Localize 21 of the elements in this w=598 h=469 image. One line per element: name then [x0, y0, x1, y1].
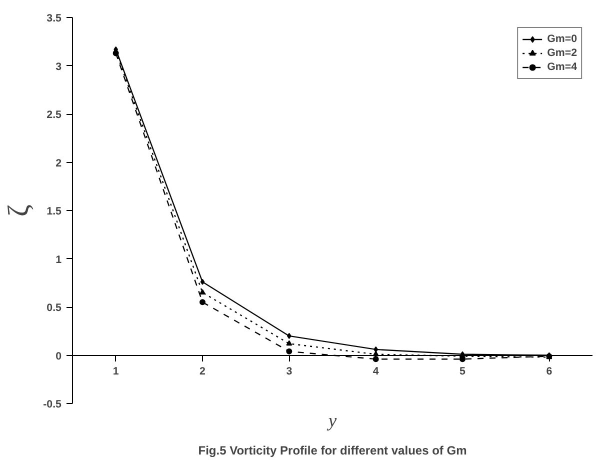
y-tick-label: 3 [56, 60, 62, 73]
y-tick-label: 3.5 [46, 12, 62, 24]
y-tick-label: 2 [56, 157, 62, 170]
text: Fig.5 Vorticity Profile for different values of Gm [198, 444, 467, 458]
legend-label: Gm=2 [547, 47, 577, 59]
y-tick-label: 2.5 [46, 109, 62, 121]
legend-label: Gm=4 [547, 61, 577, 73]
x-tick-label: 4 [372, 365, 379, 378]
y-tick-label: -0.5 [43, 398, 62, 410]
x-tick-label: 5 [460, 365, 466, 378]
x-tick-label: 3 [286, 365, 292, 378]
y-tick-label: 1.5 [46, 206, 62, 218]
y-tick-label: 0.5 [46, 302, 62, 314]
x-tick-label: 2 [200, 365, 206, 378]
x-tick-label: 1 [112, 365, 119, 378]
y-tick-label: 0 [56, 350, 62, 362]
x-tick-label: 6 [546, 365, 552, 378]
legend-label: Gm=0 [547, 33, 577, 45]
y-tick-label: 1 [56, 254, 62, 266]
x-axis-title: y [326, 410, 338, 432]
y-axis-title: ζ [3, 204, 36, 217]
